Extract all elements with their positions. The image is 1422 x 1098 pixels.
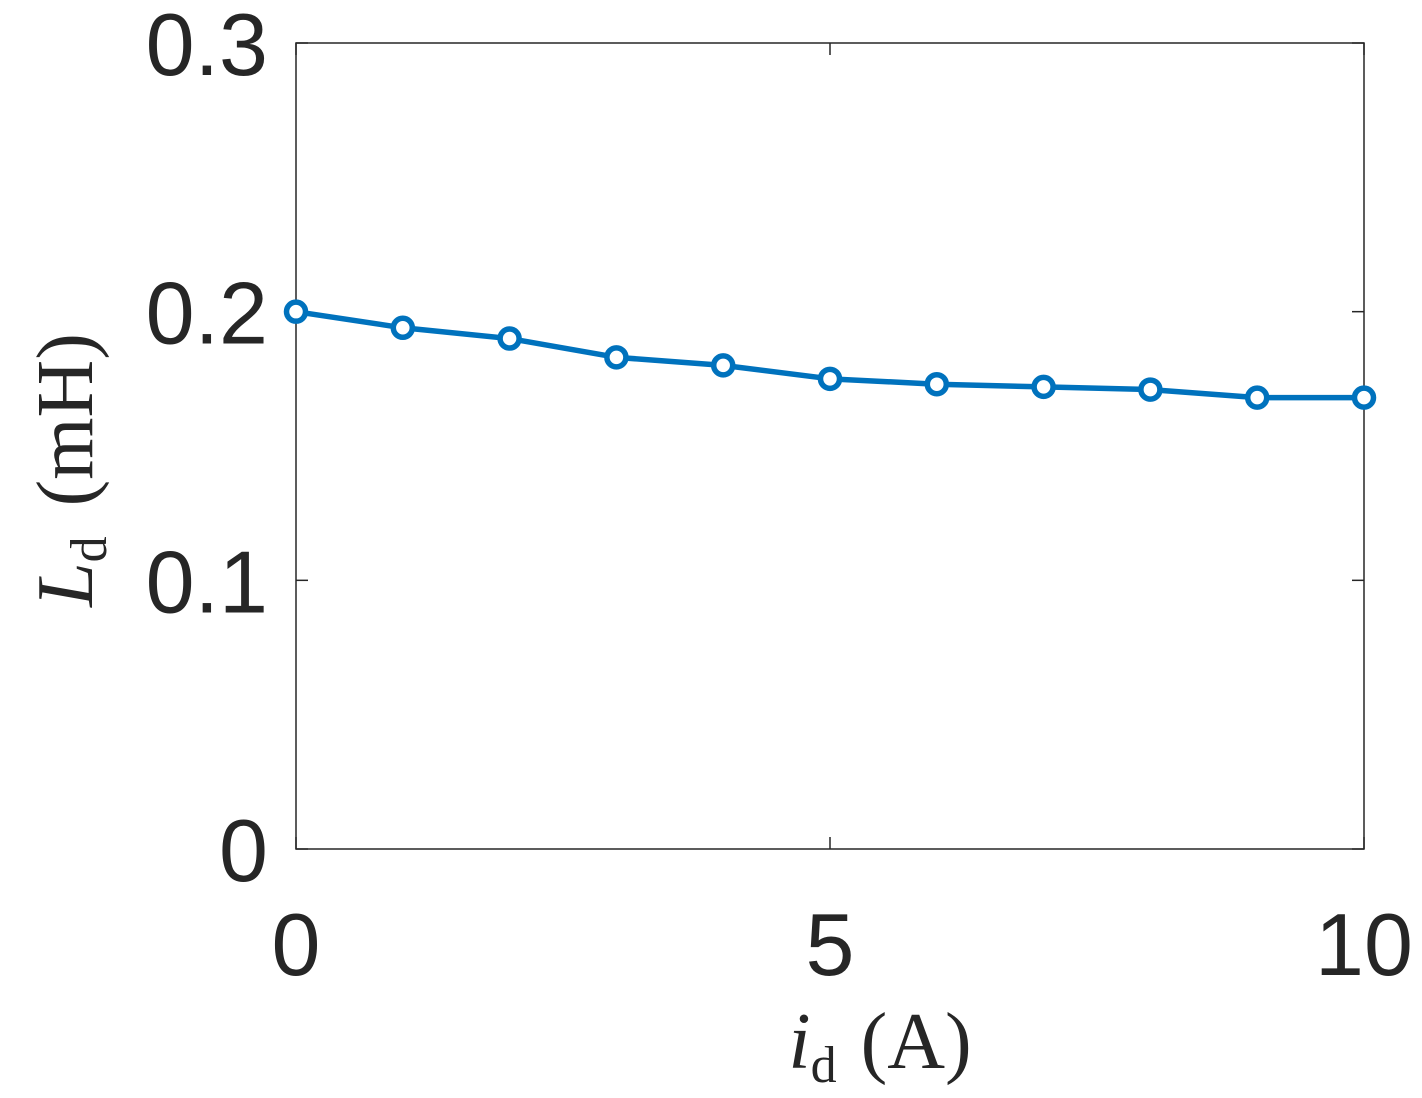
axis-labels: id (A) Ld(mH) (22, 333, 972, 1094)
x-axis-subscript: d (811, 1037, 837, 1094)
data-point (1244, 385, 1270, 410)
y-axis-unit: (mH) (22, 333, 110, 506)
plot-frame (295, 42, 1365, 850)
axes: 0 5 10 0 0.1 0.2 0.3 (146, 0, 1413, 994)
data-point (817, 366, 843, 392)
data-point (1138, 377, 1163, 402)
data-series (283, 299, 1377, 410)
data-point (497, 326, 522, 351)
x-axis-unit: (A) (861, 998, 972, 1086)
y-axis-label: Ld (mH) (22, 333, 118, 608)
y-tick-label: 0.3 (146, 0, 268, 94)
data-point (390, 315, 416, 341)
data-point (1351, 385, 1377, 410)
x-tick-label: 0 (272, 895, 321, 994)
data-point (710, 353, 736, 378)
y-tick-label: 0.1 (146, 532, 268, 631)
y-tick-label: 0 (219, 801, 268, 900)
x-axis-label: id (A) (788, 998, 971, 1094)
data-point (283, 299, 309, 324)
y-axis-subscript: d (61, 536, 118, 562)
data-point (924, 371, 950, 397)
x-tick-label: 10 (1315, 895, 1413, 994)
x-tick-label: 5 (806, 895, 855, 994)
y-axis-symbol: L (22, 562, 110, 608)
data-point (1031, 374, 1056, 400)
data-point (604, 345, 629, 370)
x-axis-symbol: i (788, 998, 810, 1086)
y-tick-label: 0.2 (146, 264, 268, 363)
